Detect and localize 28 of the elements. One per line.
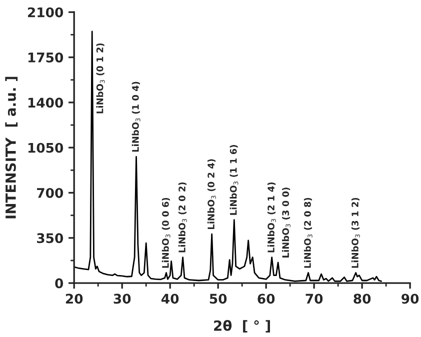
x-tick-label: 80 (354, 294, 371, 304)
annotation: LiNbO$_{3}$ (2 1 4) (267, 182, 276, 252)
annotation: LiNbO$_{3}$ (3 0 0) (282, 188, 290, 258)
y-tick-label: 1050 (28, 142, 64, 153)
x-tick-label: 40 (161, 294, 179, 304)
y-tick-label: 0 (55, 278, 64, 288)
x-tick-label: 20 (66, 294, 83, 304)
line-series (74, 30, 382, 282)
annotation: LiNbO$_{3}$ (2 0 2) (178, 182, 187, 252)
y-tick-label: 700 (37, 188, 64, 198)
annotation: LiNbO$_{3}$ (0 1 2) (96, 43, 105, 114)
x-tick-label: 60 (258, 294, 275, 304)
annotation: LiNbO$_{3}$ (1 0 4) (132, 82, 140, 152)
y-axis-title: INTENSITY [ a.u. ] (5, 76, 18, 218)
x-tick-label: 30 (114, 294, 131, 304)
y-tick-label: 350 (37, 233, 64, 244)
y-tick-label: 1400 (28, 98, 64, 108)
annotation: LiNbO$_{3}$ (0 0 6) (162, 198, 170, 268)
annotation: LiNbO$_{3}$ (1 1 6) (230, 145, 238, 215)
x-tick-label: 90 (402, 294, 419, 304)
x-axis-title: 2θ [ ° ] (214, 320, 270, 333)
y-tick-label: 2100 (28, 7, 64, 18)
y-tick-label: 1750 (28, 52, 64, 62)
x-tick-label: 50 (210, 294, 227, 304)
annotation: LiNbO$_{3}$ (2 0 8) (304, 198, 312, 268)
annotation: LiNbO$_{3}$ (0 2 4) (207, 159, 216, 230)
annotation: LiNbO$_{3}$ (3 1 2) (351, 198, 360, 268)
x-tick-label: 70 (306, 294, 323, 304)
